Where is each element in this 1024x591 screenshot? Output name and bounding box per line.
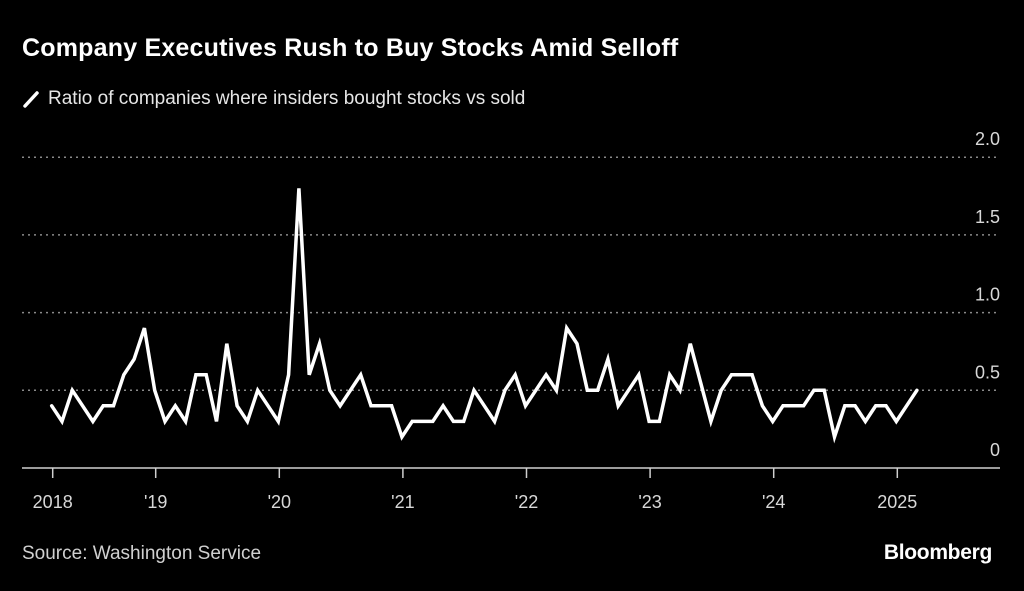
bloomberg-logo: Bloomberg xyxy=(883,541,992,564)
legend: Ratio of companies where insiders bought… xyxy=(22,88,525,110)
x-tick-label: '22 xyxy=(515,492,538,512)
slash-line-icon xyxy=(23,91,39,108)
x-tick-label: '24 xyxy=(762,492,785,512)
x-tick-label: '21 xyxy=(391,492,414,512)
legend-label: Ratio of companies where insiders bought… xyxy=(48,88,526,109)
source-note: Source: Washington Service xyxy=(22,543,262,564)
x-tick-label: 2018 xyxy=(33,492,73,512)
y-tick-label: 1.5 xyxy=(975,207,1000,227)
y-tick-label: 2.0 xyxy=(975,129,1000,149)
x-tick-label: '19 xyxy=(144,492,167,512)
y-tick-label: 1.0 xyxy=(975,285,1000,305)
y-tick-label: 0.5 xyxy=(975,362,1000,382)
chart-title: Company Executives Rush to Buy Stocks Am… xyxy=(22,34,679,62)
y-tick-label: 0 xyxy=(990,440,1000,460)
x-tick-label: '20 xyxy=(268,492,291,512)
x-tick-label: 2025 xyxy=(877,492,917,512)
x-tick-label: '23 xyxy=(638,492,661,512)
